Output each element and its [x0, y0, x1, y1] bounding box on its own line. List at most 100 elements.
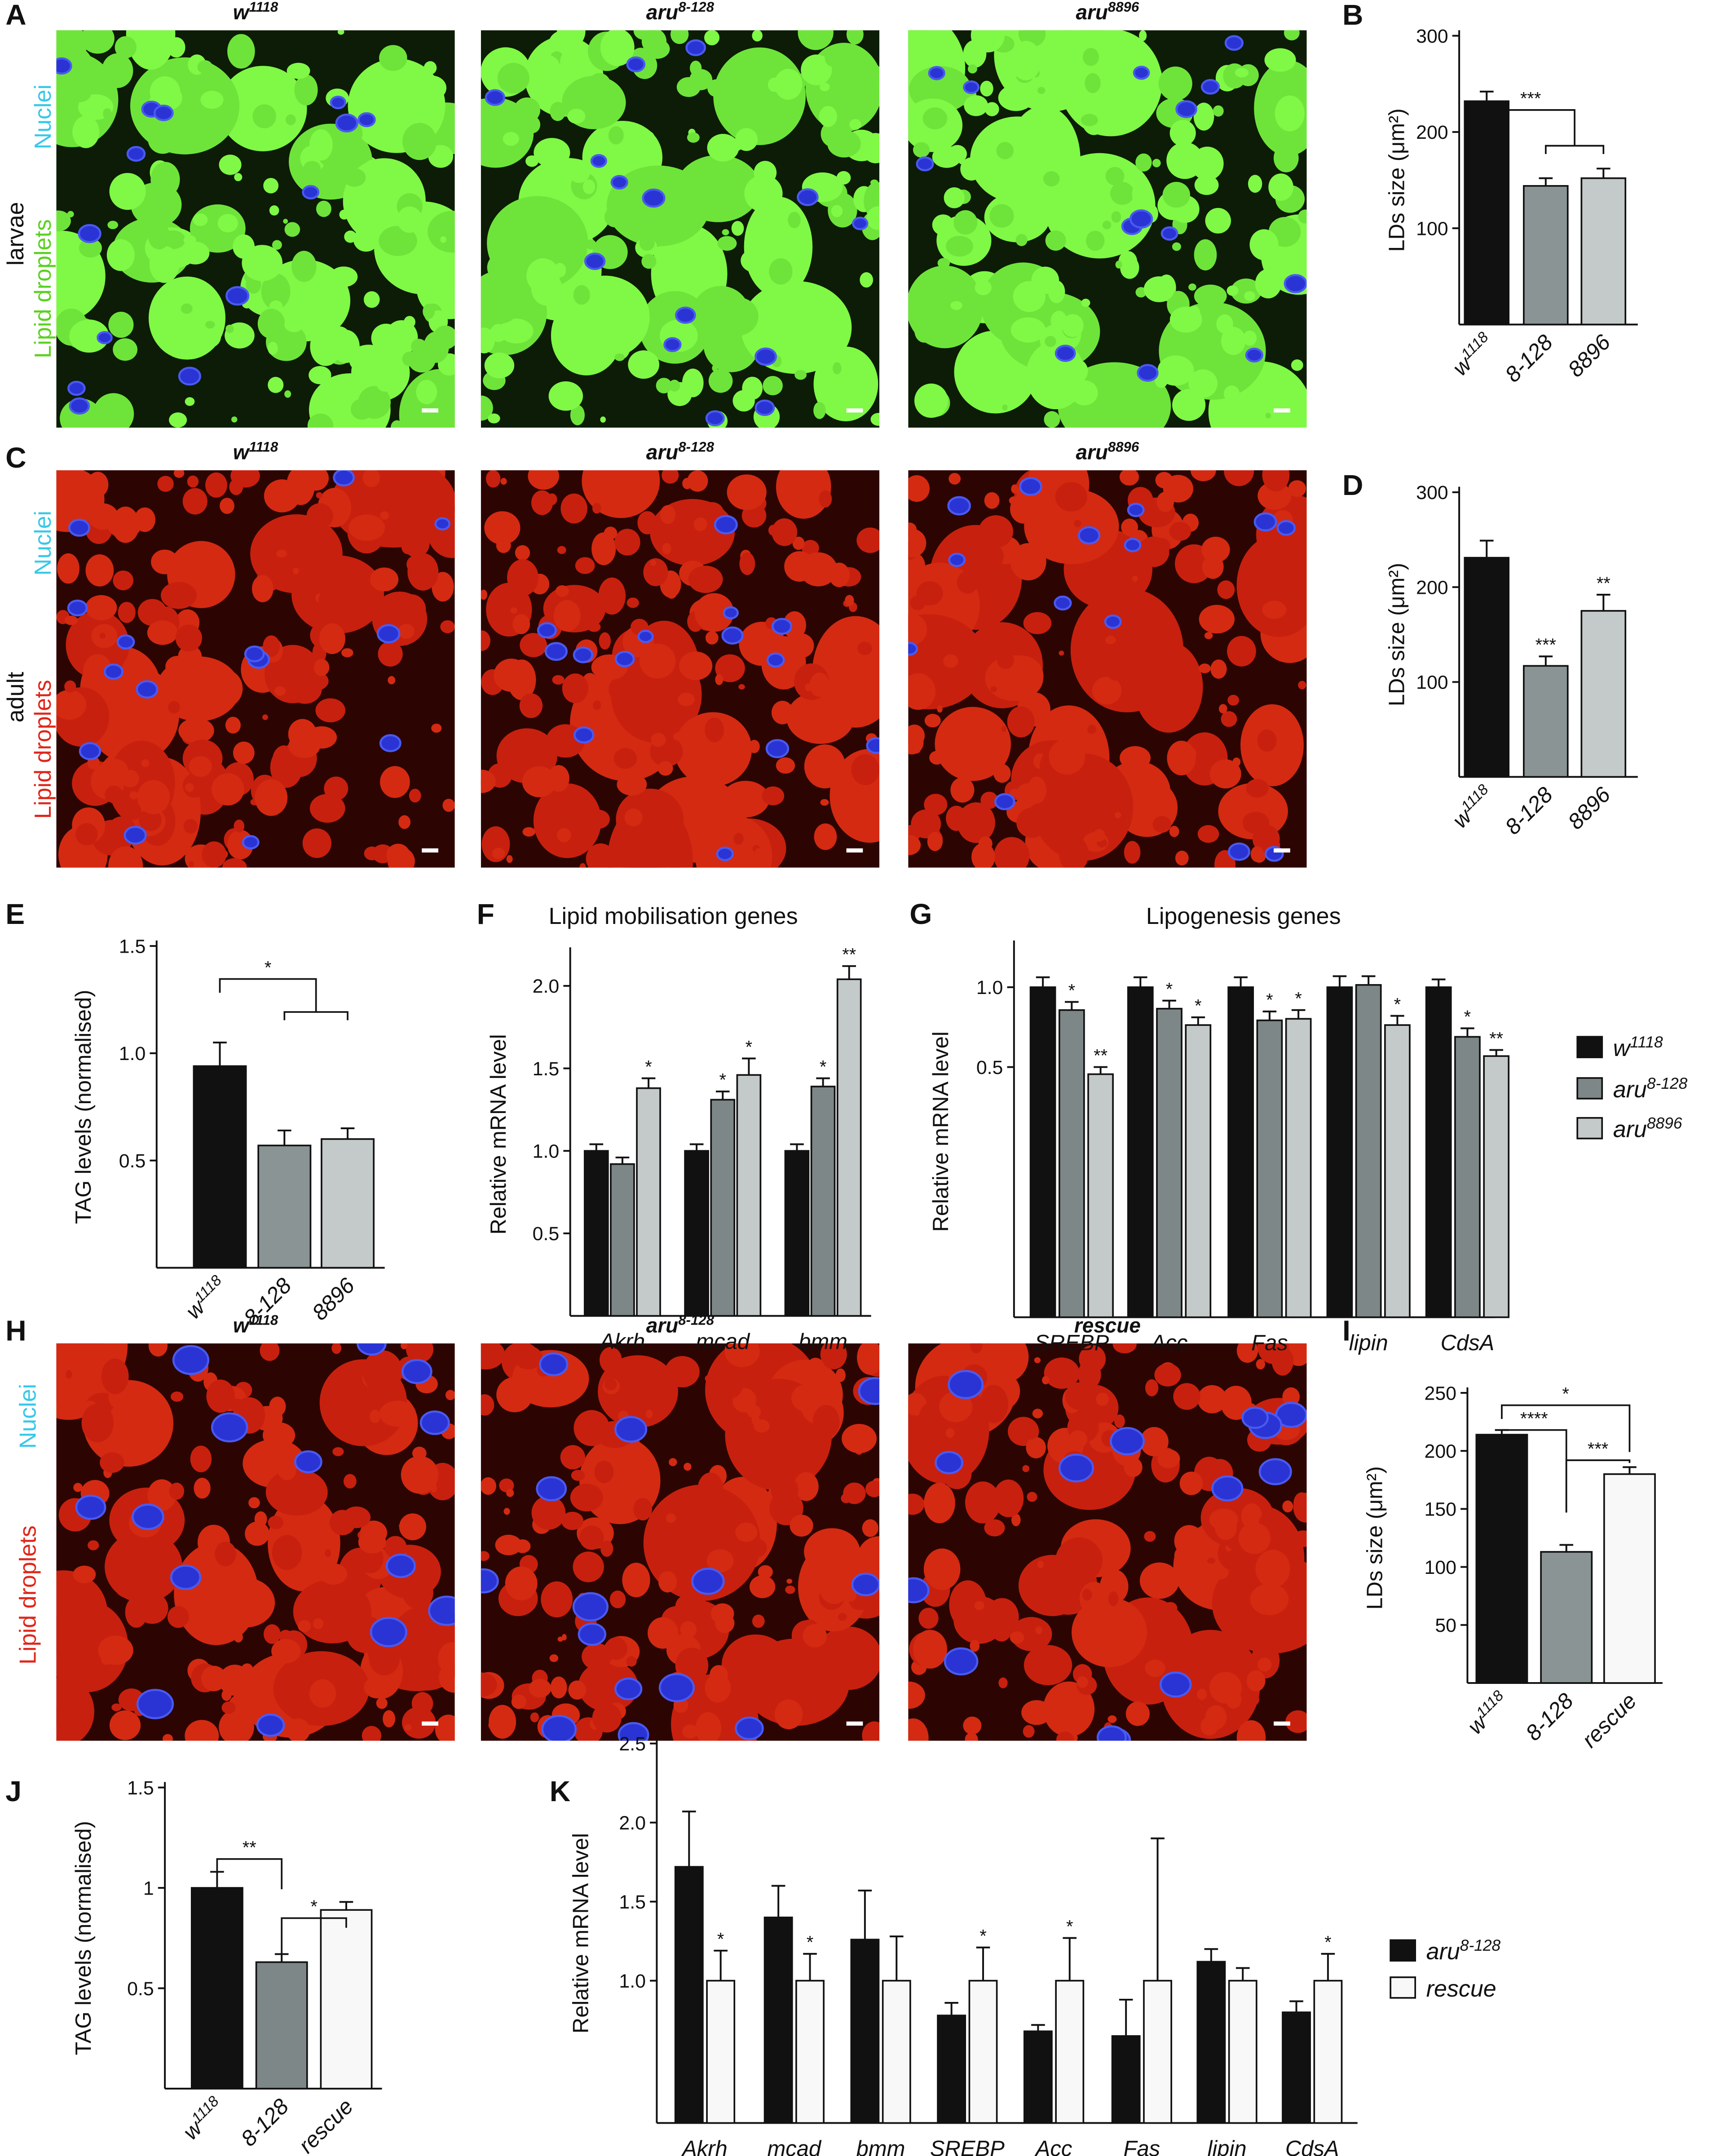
lipid-droplet [1094, 829, 1105, 842]
bar [1425, 986, 1452, 1318]
lipid-droplet [419, 263, 447, 282]
lipid-droplet [433, 325, 455, 349]
lipid-droplet [819, 490, 832, 508]
panel-letter: D [1342, 469, 1363, 501]
x-tick-label: mcad [767, 2137, 821, 2156]
lipid-droplet [809, 672, 830, 697]
lipid-droplet [1255, 269, 1282, 299]
lipid-droplet [993, 837, 1030, 868]
lipid-droplet [1055, 482, 1087, 512]
lipid-droplet [531, 1496, 566, 1530]
error-bar [1031, 2024, 1045, 2032]
lipid-droplet [1051, 30, 1083, 58]
lipid-droplet [87, 472, 109, 498]
y-tick-label: 1.5 [127, 1777, 154, 1799]
lipid-droplet [56, 210, 71, 232]
lipid-droplet [1167, 741, 1196, 776]
lipid-droplet [227, 34, 255, 69]
nucleus [1078, 526, 1101, 545]
micrograph [56, 30, 455, 428]
lipid-droplet [364, 1558, 371, 1565]
bar [1523, 185, 1569, 326]
lipid-droplet [771, 701, 794, 725]
lipid-droplet [269, 685, 275, 694]
significance-label: * [1394, 994, 1401, 1014]
lipid-droplet [1227, 636, 1256, 667]
nucleus [79, 742, 101, 760]
significance-label: ** [842, 945, 856, 965]
lipid-droplet [1221, 327, 1246, 355]
panel-letter: J [5, 1775, 22, 1807]
nucleus [370, 1617, 407, 1648]
lipid-droplet [1042, 1376, 1050, 1385]
image-title: aru8-128 [646, 439, 715, 464]
lipid-droplet [570, 405, 585, 425]
lipid-droplet [1271, 1346, 1294, 1376]
nucleus [928, 66, 945, 80]
significance-label: * [1324, 1933, 1331, 1953]
nucleus [755, 347, 777, 366]
lipid-droplet [669, 1458, 677, 1467]
lipid-droplet [820, 83, 830, 92]
lipid-droplet [379, 45, 407, 71]
nucleus [244, 645, 265, 663]
lipid-droplet [401, 1456, 439, 1494]
y-tick-label: 200 [1425, 1440, 1456, 1462]
lipid-droplet [101, 53, 133, 88]
significance-label: *** [1520, 89, 1541, 109]
lipid-droplet [641, 254, 657, 269]
lipid-droplet [211, 116, 220, 123]
lipid-droplet [1249, 1694, 1259, 1705]
lipid-droplet [568, 1680, 586, 1700]
lipid-droplet [149, 246, 180, 283]
lipid-droplet [727, 474, 767, 510]
lipid-droplet [1197, 825, 1219, 843]
lipid-droplet [1199, 663, 1211, 673]
lipid-droplet [571, 1470, 585, 1481]
lipid-droplet [1227, 694, 1239, 706]
bar [1143, 1979, 1172, 2124]
lipid-droplet [1285, 1710, 1307, 1733]
y-axis-label: Relative mRNA level [569, 1833, 593, 2033]
nucleus [376, 624, 401, 644]
lipid-droplet [802, 539, 819, 557]
significance-label: * [717, 1930, 724, 1949]
lipid-droplet [1291, 359, 1303, 371]
lipid-droplet [1236, 1720, 1266, 1741]
lipid-droplet [64, 680, 76, 693]
lipid-droplet [1218, 704, 1227, 714]
lipid-droplet [557, 546, 566, 554]
lipid-droplet [140, 199, 164, 226]
lipid-droplet [1124, 841, 1141, 864]
lipid-droplet [136, 1592, 168, 1624]
lipid-droplet [481, 327, 495, 353]
lipid-droplet [1172, 242, 1181, 251]
lipid-droplet [825, 49, 839, 66]
lipid-droplet [109, 1710, 141, 1741]
lipid-droplet [582, 1643, 612, 1670]
lipid-droplet [914, 318, 934, 343]
y-axis-label: LDs size (μm²) [1385, 563, 1409, 706]
lipid-droplet [506, 855, 513, 863]
lipid-droplet [402, 1706, 436, 1739]
y-axis-label: Relative mRNA level [929, 1031, 953, 1232]
bar [763, 1917, 793, 2124]
lipid-droplet [185, 783, 194, 792]
lipid-droplet [1135, 153, 1152, 172]
lipid-droplet [1011, 484, 1019, 494]
lipid-droplet [148, 125, 178, 154]
significance-label: **** [1520, 1409, 1548, 1428]
lipid-droplet [673, 732, 684, 741]
lipid-droplet [337, 30, 344, 35]
lipid-droplet [242, 245, 283, 281]
lipid-droplet [481, 769, 496, 793]
lipid-droplet [633, 1498, 652, 1521]
lipid-droplet [1094, 1616, 1104, 1626]
error-bar [1431, 978, 1446, 987]
significance-label: * [1068, 981, 1075, 1000]
bar [1483, 1055, 1510, 1318]
image-title: w1118 [233, 1312, 278, 1337]
lipid-droplet [370, 567, 399, 592]
nucleus [705, 410, 725, 426]
lipid-droplet [1079, 1345, 1106, 1373]
